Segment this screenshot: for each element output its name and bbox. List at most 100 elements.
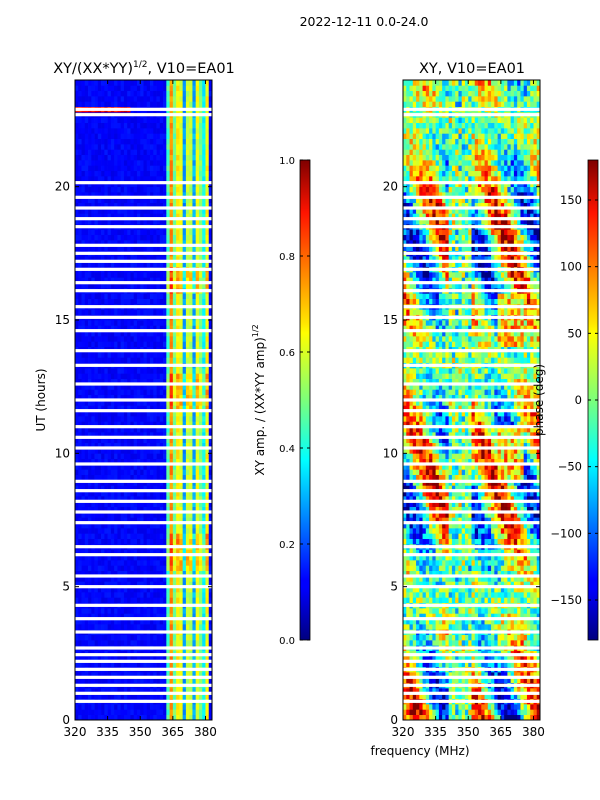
heatmap-cell (156, 576, 161, 582)
heatmap-cell (169, 576, 174, 582)
heatmap-cell (81, 608, 86, 614)
heatmap-cell (192, 245, 197, 252)
heatmap-cell (78, 245, 82, 252)
heatmap-cell (150, 496, 154, 502)
heatmap-cell (136, 202, 141, 209)
heatmap-cell (136, 586, 141, 593)
heatmap-cell (120, 656, 125, 662)
heatmap-cell (133, 373, 138, 380)
heatmap-cell (192, 117, 197, 124)
heatmap-cell (110, 672, 115, 678)
heatmap-cell (189, 160, 193, 166)
heatmap-cell (176, 96, 180, 102)
heatmap-cell (78, 261, 82, 268)
heatmap-cell (192, 613, 197, 620)
heatmap-cell (97, 704, 102, 710)
heatmap-cell (127, 410, 131, 417)
heatmap-cell (120, 672, 125, 678)
heatmap-cell (146, 608, 151, 614)
heatmap-cell (107, 597, 112, 604)
heatmap-cell (140, 378, 144, 385)
heatmap-cell (117, 608, 122, 614)
heatmap-cell (150, 352, 154, 358)
heatmap-cell (133, 352, 138, 358)
heatmap-cell (159, 661, 164, 668)
heatmap-cell (153, 261, 157, 268)
heatmap-cell (140, 234, 144, 241)
heatmap-cell (189, 122, 193, 129)
heatmap-cell (202, 640, 206, 646)
heatmap-cell (166, 522, 170, 529)
heatmap-cell (75, 400, 79, 406)
heatmap-cell (91, 640, 95, 646)
heatmap-cell (133, 469, 138, 476)
heatmap-cell (205, 656, 210, 662)
heatmap-cell (123, 464, 128, 470)
heatmap-cell (117, 277, 122, 284)
heatmap-cell (176, 586, 180, 593)
heatmap-cell (208, 394, 212, 401)
heatmap-cell (205, 704, 210, 710)
heatmap-cell (75, 634, 79, 641)
heatmap-cell (81, 384, 86, 390)
heatmap-cell (81, 517, 86, 524)
heatmap-cell (91, 554, 95, 561)
heatmap-cell (94, 186, 99, 193)
heatmap-cell (84, 576, 89, 582)
heatmap-cell (156, 634, 161, 641)
heatmap-cell (150, 624, 154, 630)
heatmap-cell (179, 704, 183, 710)
heatmap-cell (78, 165, 82, 172)
heatmap-cell (146, 384, 151, 390)
heatmap-cell (163, 309, 167, 316)
heatmap-cell (84, 624, 89, 630)
heatmap-cell (166, 117, 170, 124)
heatmap-cell (101, 538, 105, 545)
heatmap-cell (176, 384, 180, 390)
heatmap-cell (75, 474, 79, 481)
heatmap-cell (146, 442, 151, 449)
heatmap-cell (114, 490, 118, 497)
heatmap-cell (176, 517, 180, 524)
heatmap-cell (133, 400, 138, 406)
heatmap-cell (117, 410, 122, 417)
heatmap-cell (117, 400, 122, 406)
heatmap-cell (143, 117, 148, 124)
heatmap-cell (127, 485, 131, 492)
heatmap-cell (91, 656, 95, 662)
heatmap-cell (156, 277, 161, 284)
heatmap-cell (114, 586, 118, 593)
heatmap-cell (123, 144, 128, 150)
heatmap-cell (78, 336, 82, 342)
heatmap-cell (140, 485, 144, 492)
heatmap-cell (172, 570, 177, 577)
heatmap-cell (208, 672, 212, 678)
heatmap-cell (81, 298, 86, 305)
heatmap-cell (163, 240, 167, 246)
heatmap-cell (153, 85, 157, 92)
heatmap-cell (123, 677, 128, 684)
heatmap-cell (195, 256, 200, 262)
heatmap-cell (159, 506, 164, 513)
heatmap-cell (120, 608, 125, 614)
heatmap-cell (143, 101, 148, 108)
heatmap-cell (97, 501, 102, 508)
heatmap-cell (123, 325, 128, 332)
heatmap-cell (159, 586, 164, 593)
heatmap-cell (163, 218, 167, 225)
heatmap-cell (198, 261, 203, 268)
heatmap-cell (185, 458, 190, 465)
heatmap-cell (114, 197, 118, 204)
heatmap-cell (202, 432, 206, 438)
heatmap-cell (179, 101, 183, 108)
heatmap-cell (91, 560, 95, 566)
heatmap-cell (97, 341, 102, 348)
heatmap-cell (140, 458, 144, 465)
heatmap-cell (182, 608, 187, 614)
heatmap-cell (159, 565, 164, 572)
heatmap-cell (179, 709, 183, 716)
heatmap-cell (150, 272, 154, 278)
heatmap-cell (101, 325, 105, 332)
heatmap-cell (150, 186, 154, 193)
heatmap-cell (84, 394, 89, 401)
